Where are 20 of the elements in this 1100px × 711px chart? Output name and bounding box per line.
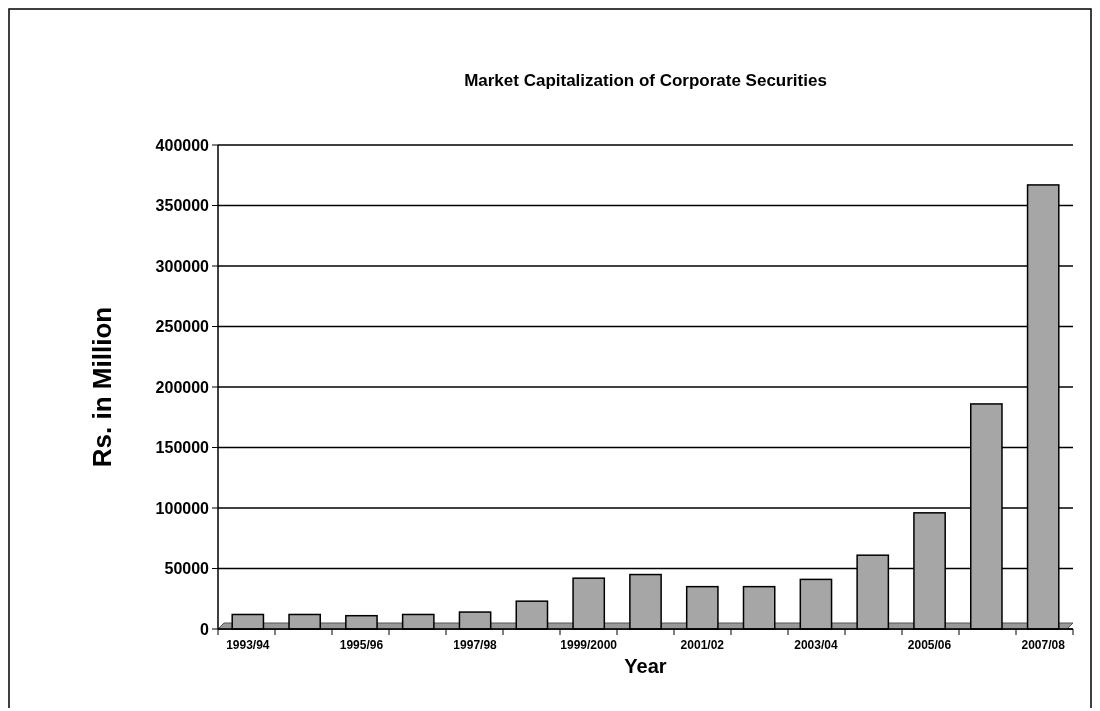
y-tick-label: 0 bbox=[200, 620, 210, 638]
y-tick-label: 400000 bbox=[155, 136, 210, 154]
y-tick-label: 250000 bbox=[155, 318, 210, 336]
x-tick-label: 1999/2000 bbox=[560, 638, 618, 652]
x-tick-label: 2003/04 bbox=[794, 638, 838, 652]
chart-title: Market Capitalization of Corporate Securities bbox=[464, 71, 827, 90]
x-tick-label: 2007/08 bbox=[1021, 638, 1066, 652]
x-tick-label: 1997/98 bbox=[453, 638, 498, 652]
y-tick-label: 50000 bbox=[164, 560, 210, 578]
x-tick-label: 1993/94 bbox=[226, 638, 270, 652]
y-tick-label: 300000 bbox=[155, 257, 210, 275]
x-tick-label: 1995/96 bbox=[339, 638, 384, 652]
x-tick-label: 2001/02 bbox=[680, 638, 725, 652]
y-tick-label: 200000 bbox=[155, 378, 210, 396]
y-tick-label: 100000 bbox=[155, 499, 210, 517]
y-tick-label: 150000 bbox=[155, 439, 210, 457]
x-tick-label: 2005/06 bbox=[907, 638, 952, 652]
y-axis-title: Rs. in Million bbox=[87, 306, 117, 468]
x-axis-title: Year bbox=[624, 655, 667, 677]
y-tick-label: 350000 bbox=[155, 197, 210, 215]
